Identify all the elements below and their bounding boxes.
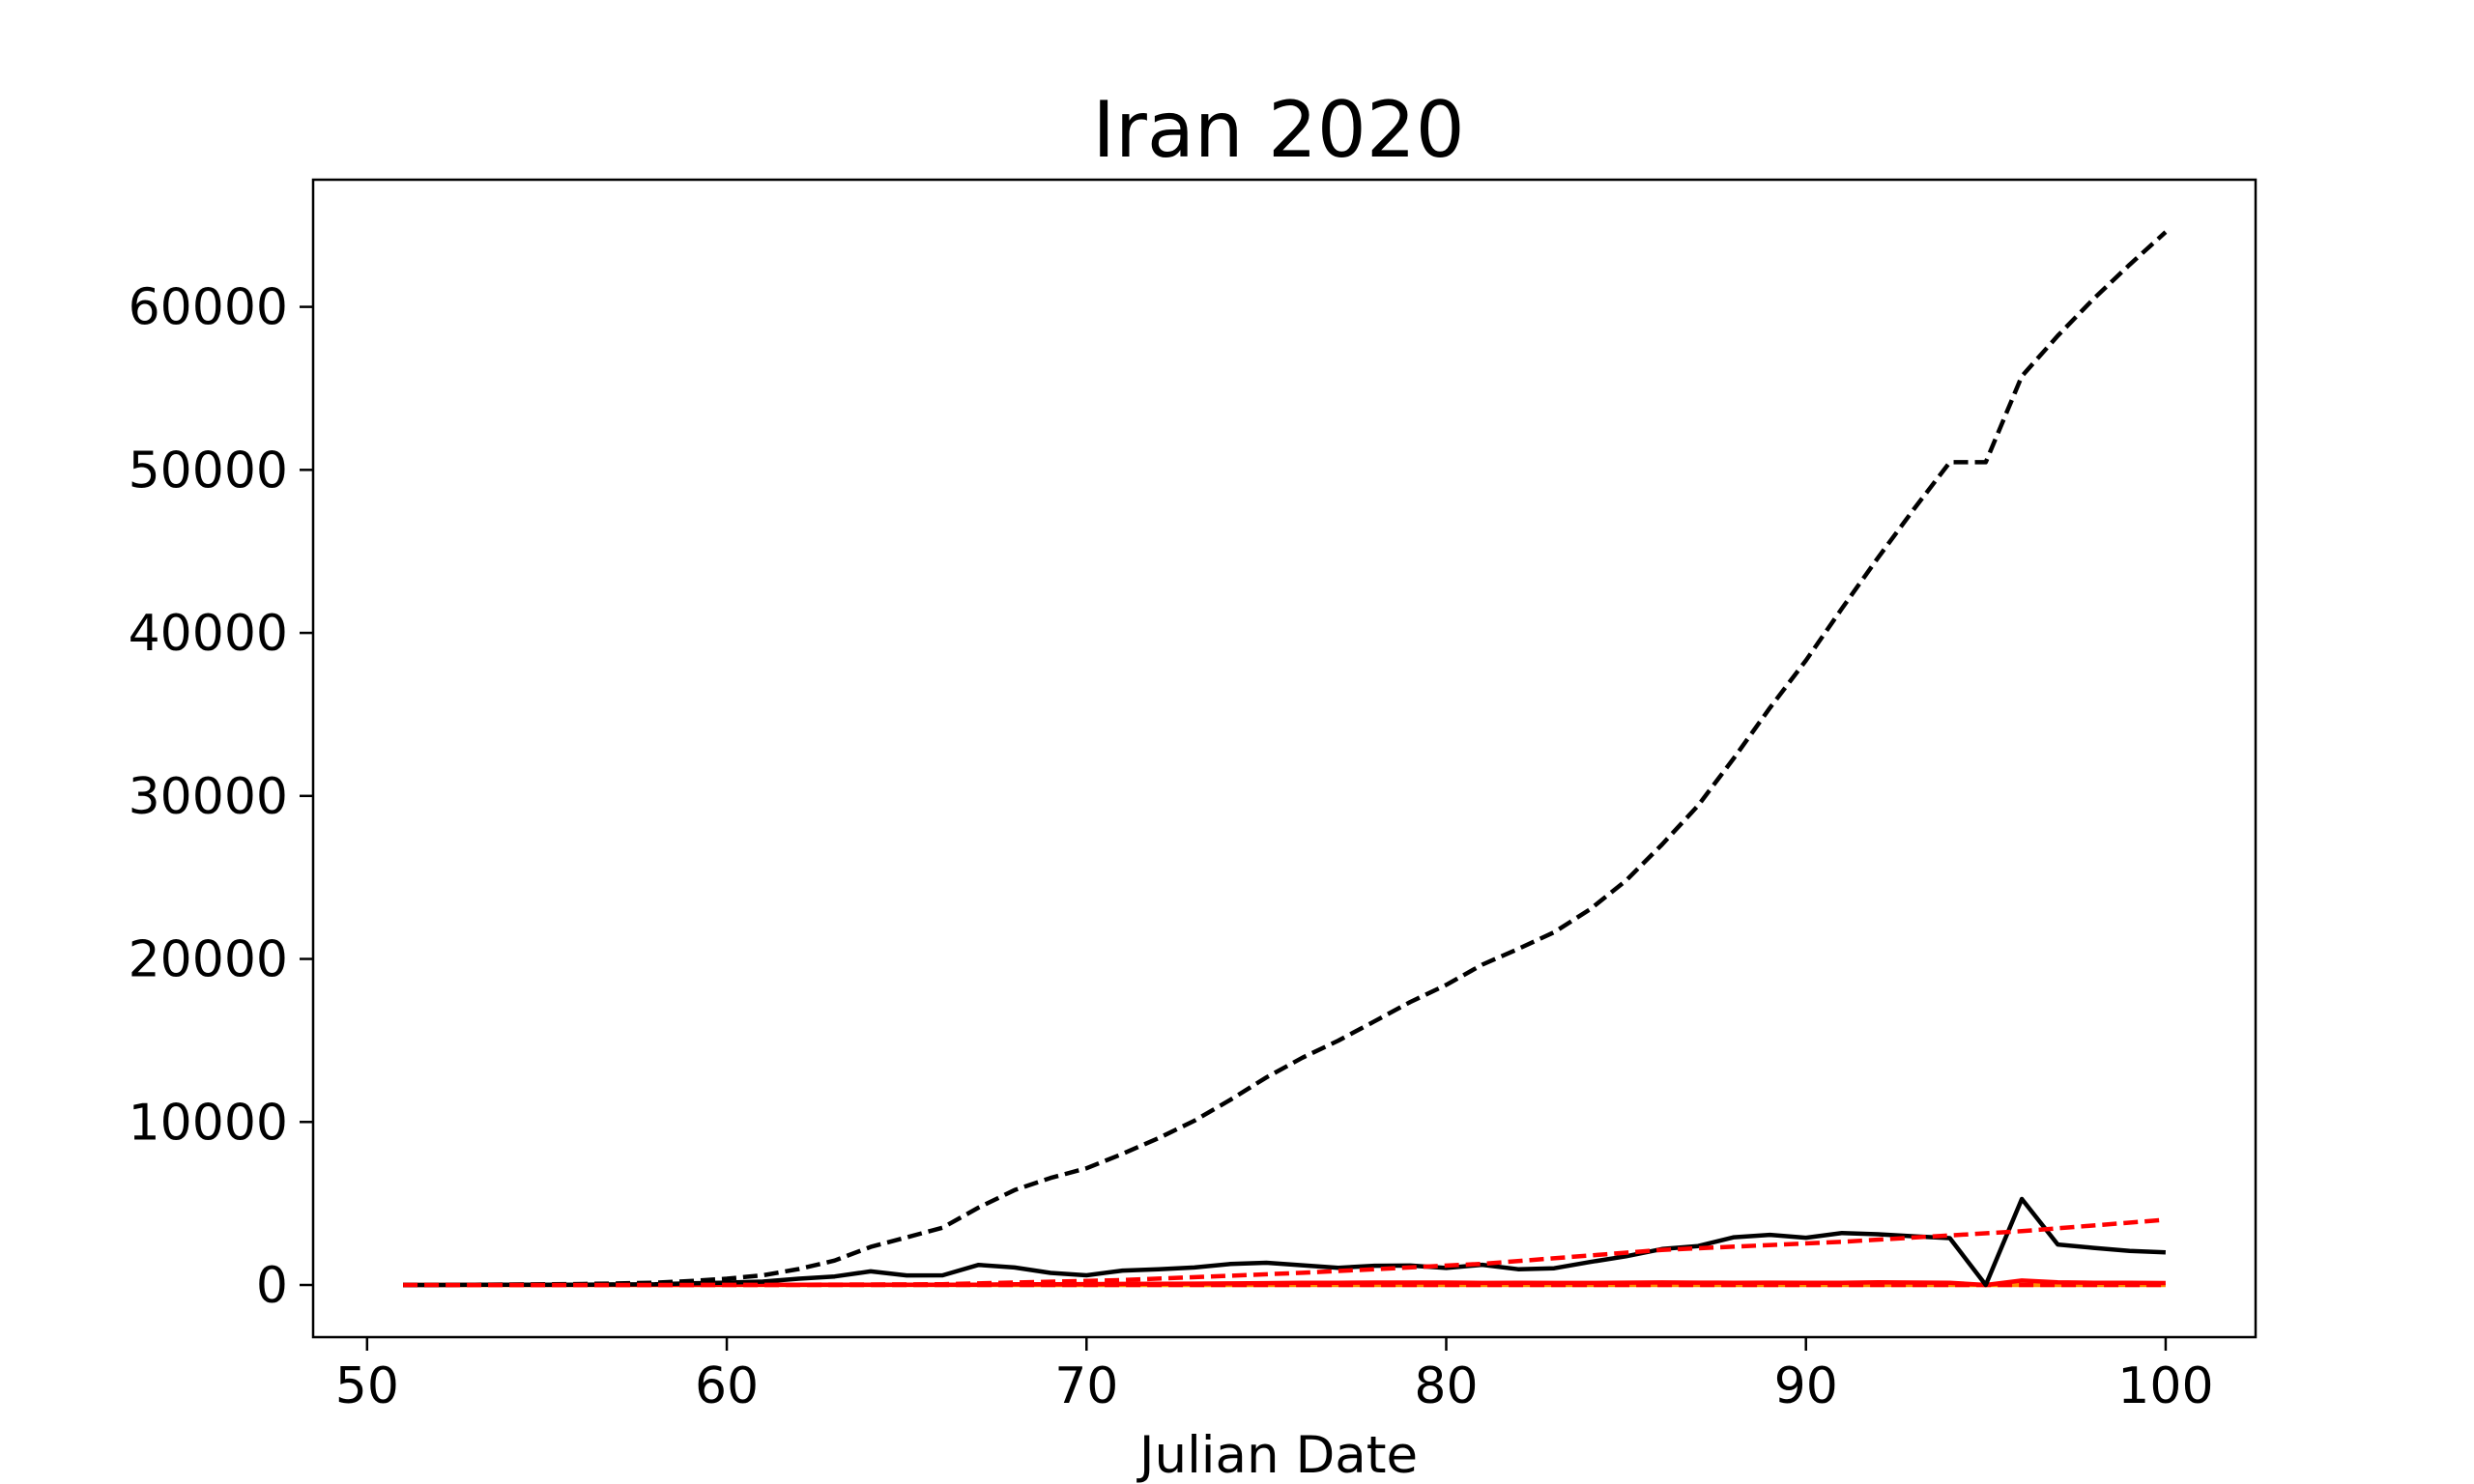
x-tick-label: 90	[1774, 1357, 1838, 1415]
y-axis-ticks: 0 10000 20000 30000 40000 50000 60000	[129, 279, 313, 1315]
y-tick-label: 30000	[129, 768, 288, 826]
y-tick-label: 60000	[129, 279, 288, 337]
x-axis-ticks: 50 60 70 80 90 100	[335, 1337, 2214, 1415]
y-tick-label: 0	[256, 1257, 288, 1315]
x-tick-label: 60	[695, 1357, 759, 1415]
y-tick-label: 50000	[129, 442, 288, 499]
series-layer	[403, 230, 2168, 1288]
y-tick-label: 20000	[129, 931, 288, 989]
x-tick-label: 50	[335, 1357, 399, 1415]
x-tick-label: 70	[1054, 1357, 1118, 1415]
x-axis-label: Julian Date	[1136, 1426, 1418, 1484]
x-tick-label: 80	[1414, 1357, 1478, 1415]
x-tick-label: 100	[2117, 1357, 2213, 1415]
plot-frame	[311, 178, 2258, 1339]
chart-title: Iran 2020	[1092, 85, 1464, 175]
series-line-0	[403, 230, 2168, 1288]
y-tick-label: 10000	[129, 1094, 288, 1152]
series-line-1	[403, 1196, 2166, 1288]
y-tick-label: 40000	[129, 605, 288, 663]
series-line-red-dashed-trend	[403, 1217, 2167, 1288]
